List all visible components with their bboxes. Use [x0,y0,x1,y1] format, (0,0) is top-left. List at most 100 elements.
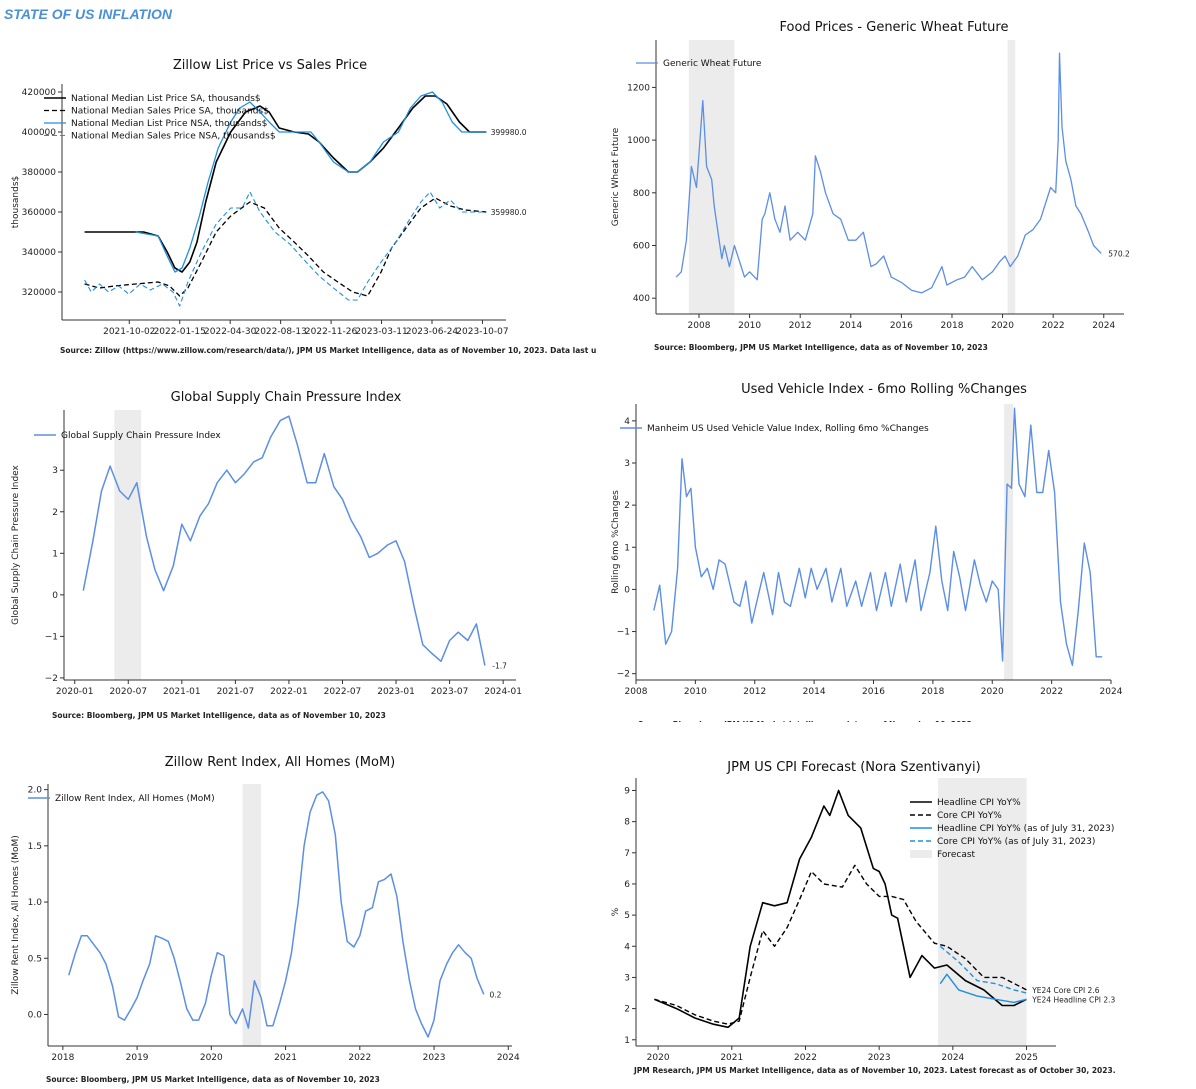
x-tick-label: 2020 [200,1053,223,1063]
x-tick-label: 2014 [839,321,862,331]
legend-entry: Headline CPI YoY% (as of July 31, 2023) [937,824,1114,834]
series-line [939,973,1027,1004]
y-tick-label: 9 [624,786,630,796]
y-tick-label: 4 [624,942,630,952]
x-tick-label: 2022-01-15 [154,327,206,337]
y-tick-label: 400000 [22,128,57,138]
x-tick-label: 2021 [274,1053,297,1063]
x-tick-label: 2024 [497,1053,520,1063]
chart-svg-cpi: JPM US CPI Forecast (Nora Szentivanyi) 1 2… [611,760,1116,1075]
y-tick-label: 3 [52,466,58,476]
y-tick-label: 4 [624,417,630,427]
x-tick-label: 2022-08-13 [254,327,306,337]
chart-title: JPM US CPI Forecast (Nora Szentivanyi) [726,760,980,775]
series-line [84,191,487,307]
chart-svg-wheat: Food Prices - Generic Wheat Future 400 600… [611,20,1130,352]
x-tick-label: 2010 [684,687,707,697]
data-label: 399980.0 [491,128,527,137]
x-tick-label: 2023-10-07 [456,327,508,337]
x-tick-label: 2023-03-11 [355,327,407,337]
y-tick-label: 320000 [22,288,57,298]
data-label: -1.7 [492,661,507,670]
x-tick-label: 2020 [991,321,1014,331]
source-note: Source: Bloomberg, JPM US Market Intelli… [638,720,972,722]
y-axis-label: % [611,907,621,916]
series-line [68,791,485,1038]
x-tick-label: 2021-07 [217,687,255,697]
x-tick-label: 2022 [794,1053,817,1063]
y-axis-label: Generic Wheat Future [611,127,621,226]
x-tick-label: 2023 [868,1053,891,1063]
series-line [654,864,1027,1025]
y-tick-label: 600 [633,242,650,252]
series-line [654,789,1027,1029]
chart-title: Global Supply Chain Pressure Index [171,390,402,405]
y-tick-label: 2.0 [28,786,43,796]
rent-index-chart: Zillow Rent Index, All Homes (MoM) 0.0 0.5… [0,752,596,1088]
x-tick-label: 2023-07 [431,687,469,697]
legend-entry: Core CPI YoY% [937,811,1002,821]
y-axis-label: Zillow Rent Index, All Homes (MoM) [11,835,21,995]
x-tick-label: 2020-01 [56,687,94,697]
x-tick-label: 2016 [890,321,913,331]
series-line [82,415,486,666]
x-tick-label: 2025 [1015,1053,1038,1063]
y-tick-label: 360000 [22,208,57,218]
y-tick-label: 420000 [22,88,57,98]
chart-svg-zillow: Zillow List Price vs Sales Price 320000 34… [11,58,596,355]
y-tick-label: 0.0 [28,1011,43,1021]
y-tick-label: 2 [624,1005,630,1015]
x-tick-label: 2018 [51,1053,74,1063]
series-line [653,407,1103,666]
data-label: YE24 Headline CPI 2.3 [1031,995,1115,1004]
used-vehicle-chart: Used Vehicle Index - 6mo Rolling %Change… [600,382,1196,722]
legend-entry: National Median Sales Price NSA, thousan… [71,132,276,142]
y-tick-label: 380000 [22,168,57,178]
chart-svg-used_vehicle: Used Vehicle Index - 6mo Rolling %Change… [611,382,1123,722]
y-tick-label: 5 [624,911,630,921]
x-tick-label: 2023-01 [377,687,415,697]
source-note: Source: Bloomberg, JPM US Market Intelli… [46,1075,380,1084]
x-tick-label: 2019 [126,1053,149,1063]
legend-swatch [910,850,932,858]
y-tick-label: 8 [624,818,630,828]
data-label: 570.2 [1108,249,1130,258]
data-label: 0.2 [490,990,502,999]
x-tick-label: 2020-07 [109,687,147,697]
legend-entry: Generic Wheat Future [663,59,762,69]
y-axis-label: thousands$ [11,176,21,228]
shaded-region [242,784,262,1046]
chart-title: Food Prices - Generic Wheat Future [780,20,1009,35]
x-tick-label: 2023-06-24 [406,327,459,337]
y-tick-label: 3 [624,973,630,983]
chart-svg-rent: Zillow Rent Index, All Homes (MoM) 0.0 0.5… [11,755,520,1084]
chart-title: Zillow Rent Index, All Homes (MoM) [165,755,396,770]
shaded-region [1004,404,1014,680]
y-tick-label: −2 [617,670,630,680]
x-tick-label: 2012 [789,321,812,331]
y-tick-label: 1 [624,543,630,553]
supply-chain-chart: Global Supply Chain Pressure Index −2 −1 0 1… [0,388,596,728]
y-tick-label: 340000 [22,248,57,258]
y-tick-label: 2 [624,501,630,511]
y-tick-label: 3 [624,459,630,469]
shaded-region [114,410,142,680]
y-tick-label: −1 [45,632,58,642]
data-label: YE24 Core CPI 2.6 [1031,986,1100,995]
x-tick-label: 2022-04-30 [204,327,257,337]
source-note: Source: Zillow (https://www.zillow.com/r… [60,346,596,355]
legend-entry: National Median Sales Price SA, thousand… [71,107,269,117]
chart-title: Zillow List Price vs Sales Price [173,58,367,73]
chart-svg-gscpi: Global Supply Chain Pressure Index −2 −1 0 1… [11,390,522,720]
x-tick-label: 2008 [688,321,711,331]
y-tick-label: −1 [617,628,630,638]
x-tick-label: 2024 [1100,687,1123,697]
legend-entry: Forecast [937,850,976,860]
x-tick-label: 2022 [1042,321,1065,331]
y-tick-label: 2 [52,508,58,518]
y-tick-label: 6 [624,880,630,890]
y-axis-label: Global Supply Chain Pressure Index [11,464,21,624]
x-tick-label: 2012 [743,687,766,697]
wheat-future-chart: Food Prices - Generic Wheat Future 400 600… [600,18,1196,358]
y-tick-label: 0.5 [28,954,42,964]
